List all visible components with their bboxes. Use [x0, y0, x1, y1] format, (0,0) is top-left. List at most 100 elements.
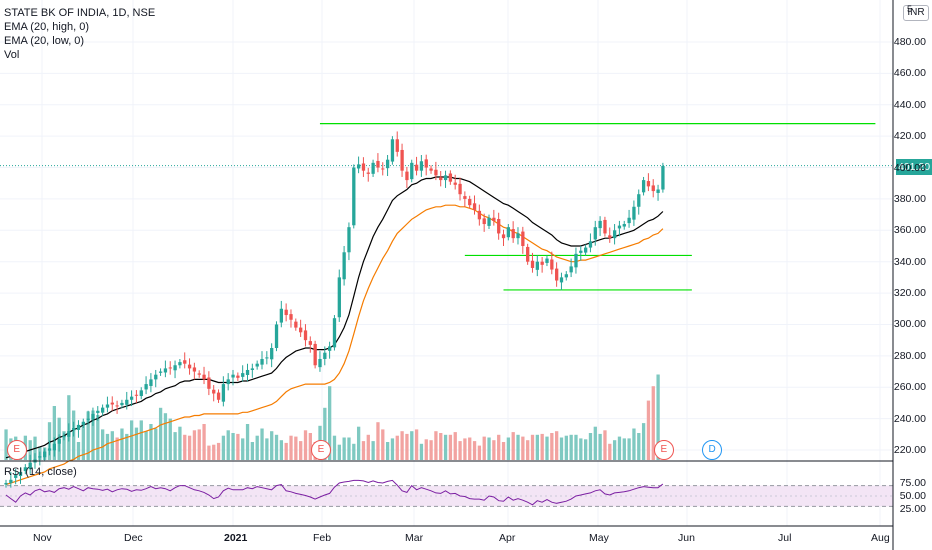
volume-bar — [101, 429, 105, 460]
time-axis-label: Apr — [499, 532, 516, 544]
candle-body — [569, 266, 573, 273]
time-axis-label: Mar — [405, 532, 424, 544]
volume-bar — [453, 432, 457, 460]
candle-body — [342, 252, 346, 280]
volume-bar — [274, 434, 279, 460]
volume-bar — [129, 420, 134, 460]
volume-bar — [299, 441, 303, 460]
candle-body — [115, 405, 119, 407]
volume-bar — [555, 431, 559, 460]
volume-bar — [115, 437, 119, 460]
volume-bar — [342, 437, 346, 460]
rsi-line-path — [5, 479, 664, 506]
volume-bar — [91, 410, 95, 460]
price-axis-label: 460.00 — [893, 67, 926, 80]
indicator-volume[interactable]: Vol — [4, 49, 20, 61]
candle-body — [28, 462, 32, 470]
earnings-marker[interactable]: E — [653, 440, 674, 460]
candle-body — [434, 169, 438, 176]
volume-bar — [574, 434, 578, 460]
volume-bar — [579, 438, 583, 460]
candle-body — [448, 173, 453, 182]
candle-body — [545, 258, 549, 263]
candle-body — [207, 377, 211, 389]
volume-bar — [226, 430, 230, 460]
candle-body — [52, 443, 56, 451]
candle-body — [405, 171, 409, 181]
time-axis-label: Dec — [124, 532, 143, 544]
candle-body — [14, 475, 18, 478]
volume-bar — [439, 433, 443, 460]
volume-bars — [4, 374, 660, 460]
candle-body — [550, 259, 554, 270]
price-axis-label: 360.00 — [893, 224, 926, 237]
candle-body — [482, 218, 486, 225]
volume-bar — [231, 433, 235, 460]
candle-body — [337, 277, 341, 318]
volume-bar — [361, 441, 366, 460]
price-axis-label: 220.00 — [893, 444, 926, 456]
time-axis-label: Jul — [778, 532, 792, 544]
candle-body — [627, 217, 631, 224]
volume-bar — [559, 437, 564, 460]
volume-bar — [419, 443, 424, 460]
candle-body — [173, 365, 177, 371]
earnings-marker[interactable]: E — [6, 440, 27, 460]
volume-bar — [463, 438, 467, 460]
candle-body — [612, 230, 617, 239]
volume-bar — [385, 442, 390, 460]
volume-bar — [395, 435, 399, 460]
candle-body — [47, 448, 52, 451]
price-axis-partial-label: 5 — [906, 4, 912, 14]
candle-body — [154, 374, 158, 380]
volume-bar — [178, 426, 182, 460]
volume-bar — [564, 435, 568, 460]
indicator-ema-low[interactable]: EMA (20, low, 0) — [4, 35, 85, 47]
rsi-line — [5, 479, 664, 506]
symbol-title[interactable]: STATE BK OF INDIA, 1D, NSE — [4, 7, 156, 19]
price-axis-label: 260.00 — [893, 381, 926, 394]
time-axis-label: 2021 — [224, 532, 248, 544]
candle-body — [134, 394, 139, 396]
volume-bar — [337, 444, 341, 460]
candle-body — [144, 384, 148, 390]
candle-body — [178, 362, 182, 366]
candle-body — [458, 183, 462, 195]
volume-bar — [202, 424, 206, 460]
dividend-marker[interactable]: D — [702, 440, 723, 460]
candle-body — [395, 139, 399, 152]
earnings-marker[interactable]: E — [310, 440, 331, 460]
ema-low-line — [5, 204, 664, 486]
candle-body — [236, 375, 240, 378]
candle-body — [424, 159, 428, 168]
candle-body — [163, 368, 168, 373]
rsi-legend[interactable]: RSI (14, close) — [4, 466, 77, 478]
candle-body — [637, 194, 641, 207]
volume-bar — [410, 431, 414, 460]
candle-body — [641, 180, 646, 193]
indicator-ema-high[interactable]: EMA (20, high, 0) — [4, 21, 89, 33]
volume-bar — [62, 431, 66, 460]
candle-body — [559, 277, 564, 283]
volume-bar — [371, 441, 375, 460]
volume-bar — [521, 436, 525, 460]
volume-bar — [110, 431, 114, 460]
candle-body — [453, 182, 457, 185]
candle-body — [62, 435, 66, 438]
candle-body — [168, 367, 172, 369]
volume-bar — [468, 437, 472, 460]
time-axis-label: Feb — [313, 532, 332, 544]
currency-button[interactable]: INR — [903, 5, 929, 21]
candle-body — [579, 250, 583, 253]
candle-body — [356, 164, 361, 169]
volume-bar — [187, 435, 192, 460]
candle-body — [303, 330, 308, 341]
candle-body — [255, 363, 259, 367]
candle-body — [284, 309, 288, 316]
candle-body — [265, 357, 269, 359]
candle-body — [328, 346, 332, 351]
price-axis-label: 400.00 — [893, 161, 926, 174]
candle-body — [101, 407, 105, 413]
volume-bar — [125, 433, 129, 460]
